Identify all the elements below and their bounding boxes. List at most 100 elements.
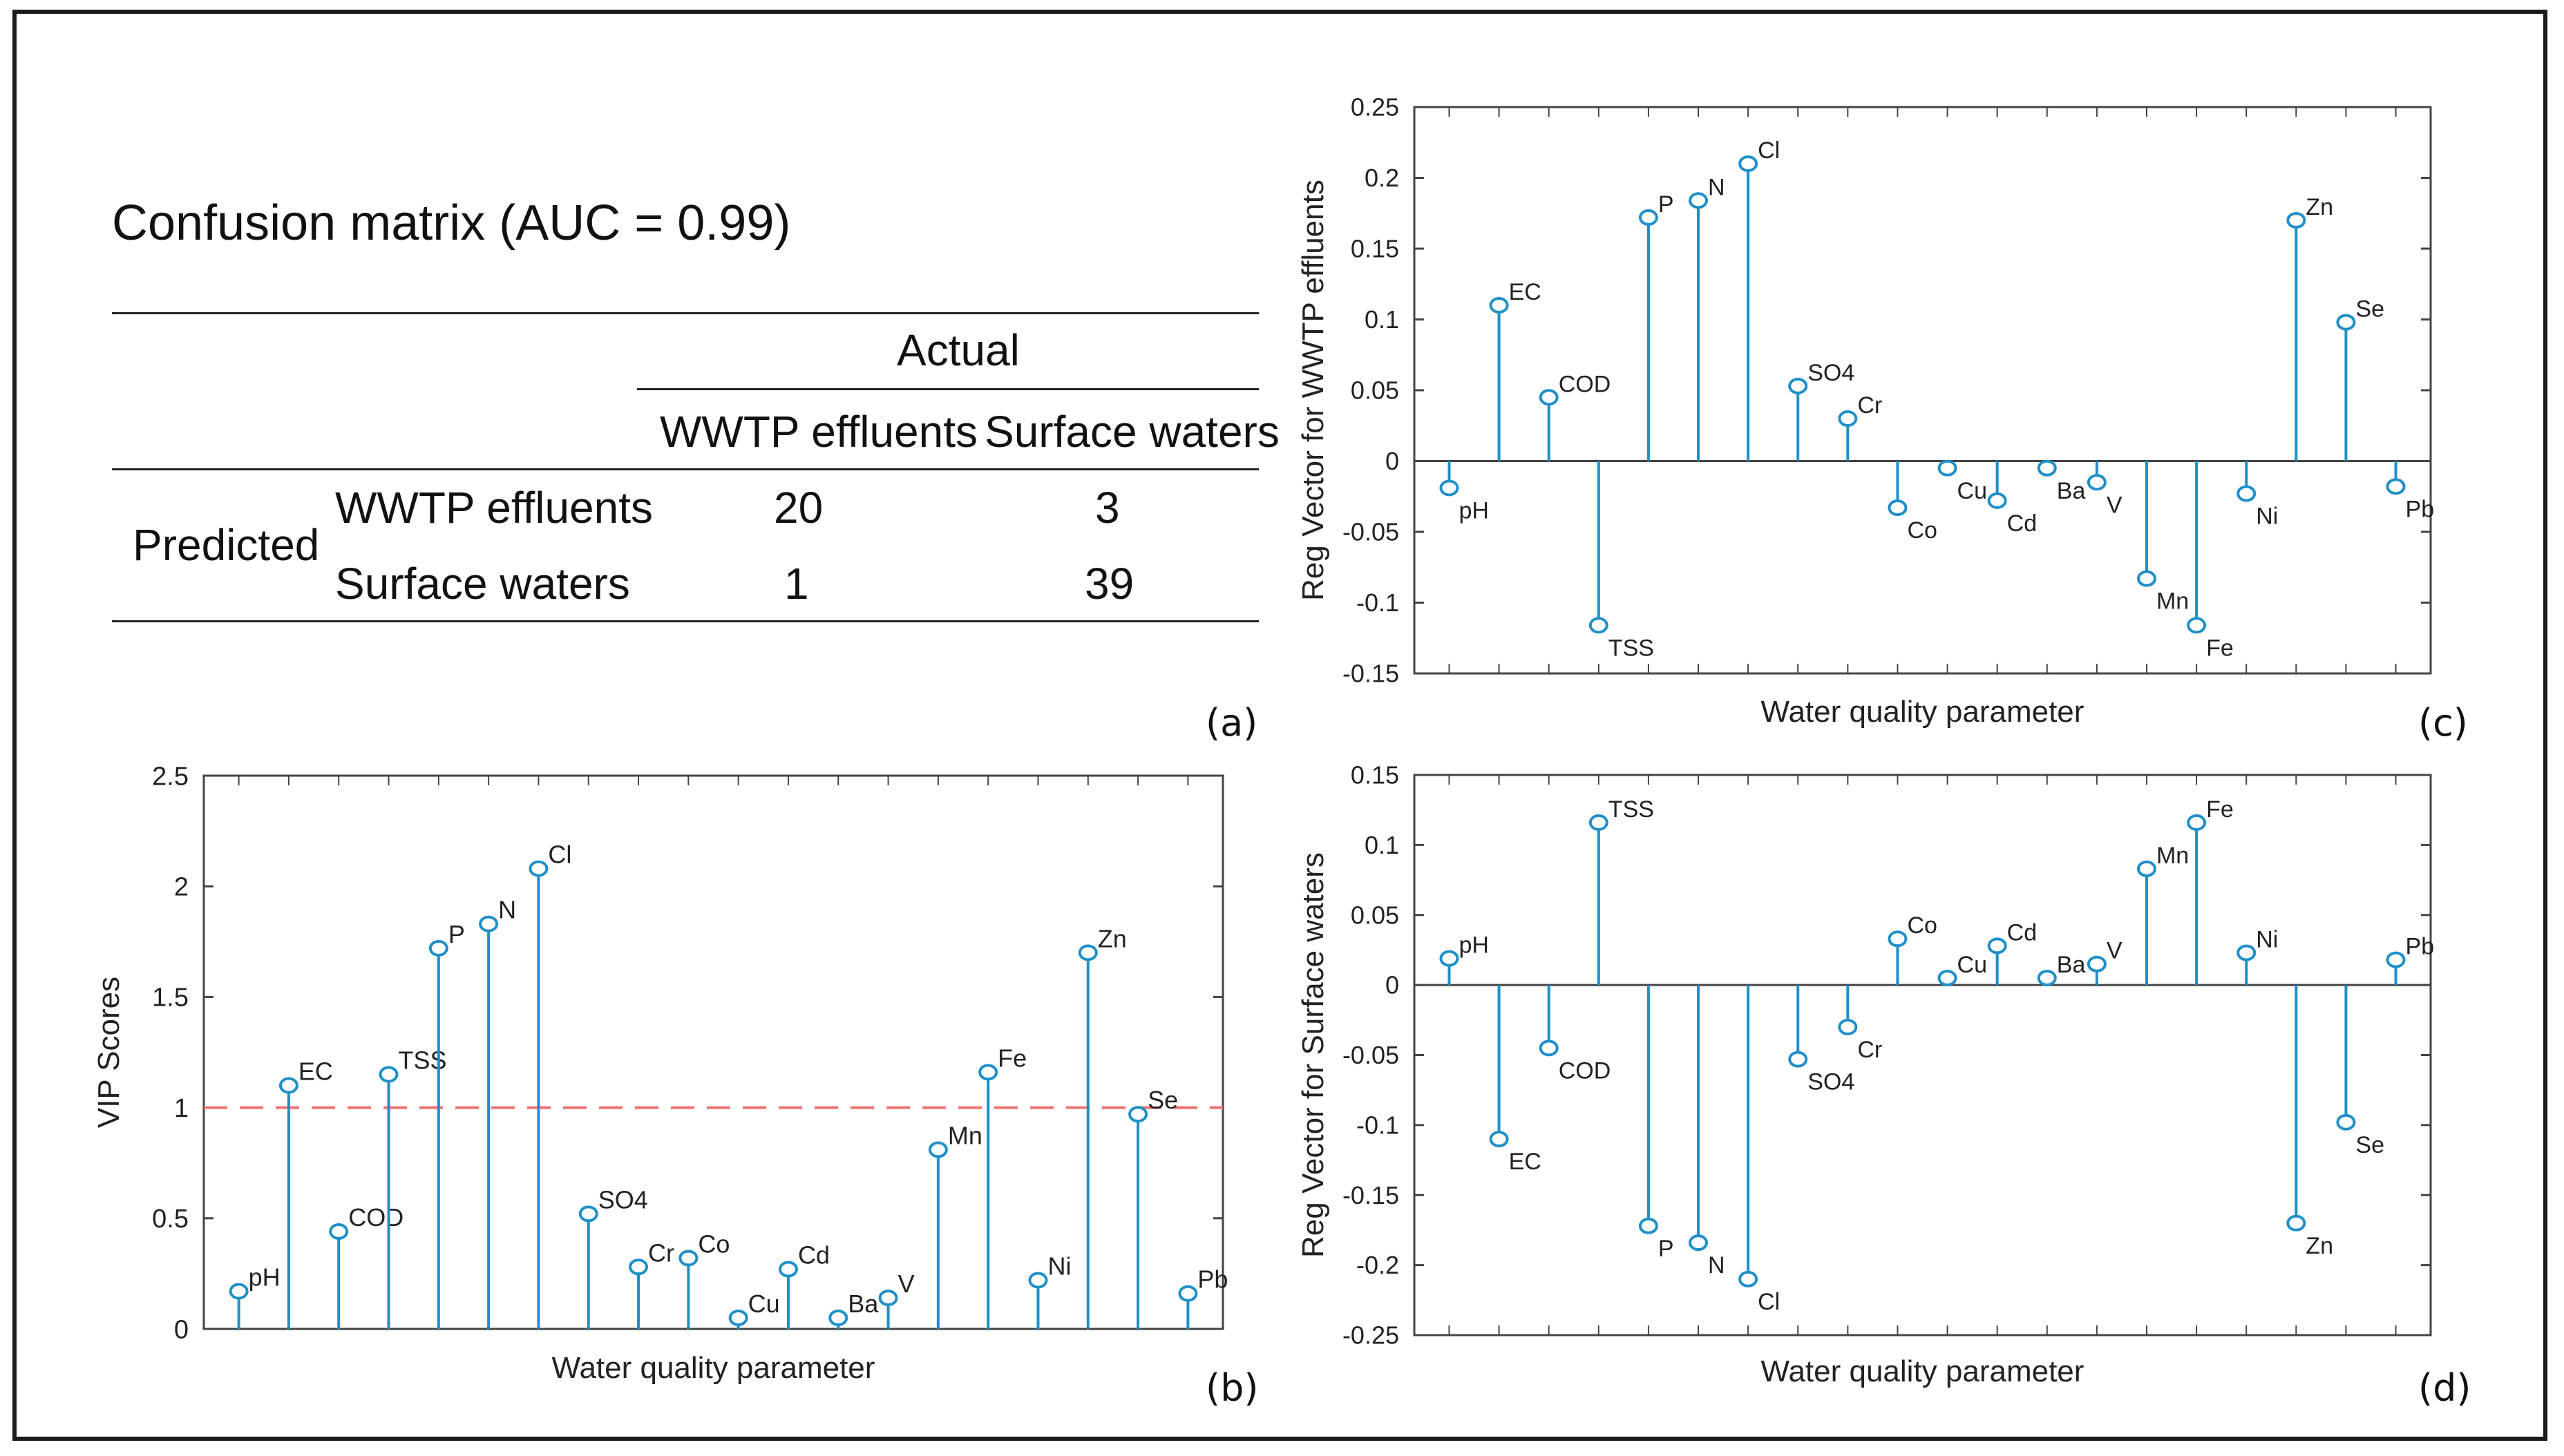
reg-wwtp-point-label-Mn: Mn <box>2156 588 2189 615</box>
reg-surface-point-label-Cd: Cd <box>2007 919 2037 946</box>
reg-wwtp-point-label-Cr: Cr <box>1857 392 1882 419</box>
vip-marker-Cd <box>778 1261 798 1278</box>
reg-surface-point-label-Pb: Pb <box>2406 934 2435 960</box>
reg-surface-point-label-Ba: Ba <box>2057 952 2086 978</box>
panel-label-a: (a) <box>1206 701 1258 745</box>
actual-rule <box>637 388 1259 390</box>
reg-surface-point-label-TSS: TSS <box>1608 796 1654 823</box>
reg-surface-point-label-pH: pH <box>1459 932 1488 959</box>
reg-surface-ytick-label: 0.05 <box>1351 901 1399 929</box>
reg-wwtp-point-label-EC: EC <box>1509 279 1541 305</box>
vip-y-axis-label: VIP Scores <box>92 977 126 1128</box>
vip-marker-Cl <box>529 860 549 877</box>
reg-surface-marker-Mn <box>2136 860 2156 877</box>
reg-wwtp-ytick-label: 0.25 <box>1351 93 1399 122</box>
reg-surface-marker-Pb <box>2386 951 2406 968</box>
table-bottom-rule <box>112 620 1259 622</box>
reg-wwtp-marker-N <box>1689 192 1709 209</box>
reg-surface-point-label-Se: Se <box>2355 1132 2384 1158</box>
reg-wwtp-point-label-Zn: Zn <box>2306 194 2333 220</box>
reg-wwtp-ytick-label: 0 <box>1385 447 1399 475</box>
reg-surface-marker-SO4 <box>1788 1051 1808 1068</box>
vip-axes-box <box>202 774 1224 1330</box>
vip-point-label-Ba: Ba <box>848 1290 879 1318</box>
reg-wwtp-point-label-Ni: Ni <box>2256 504 2278 530</box>
panel-label-c: (c) <box>2418 701 2468 745</box>
reg-surface-marker-Cd <box>1987 937 2007 955</box>
reg-wwtp-point-label-SO4: SO4 <box>1807 360 1854 386</box>
vip-marker-Mn <box>928 1141 948 1158</box>
vip-point-label-P: P <box>448 920 465 948</box>
reg-wwtp-point-label-Pb: Pb <box>2406 496 2435 522</box>
vip-point-label-Se: Se <box>1148 1086 1178 1114</box>
reg-surface-marker-COD <box>1539 1040 1559 1057</box>
vip-point-label-pH: pH <box>249 1263 281 1292</box>
actual-header: Actual <box>897 325 1020 375</box>
reg-surface-point-label-P: P <box>1658 1236 1674 1262</box>
reg-wwtp-point-label-TSS: TSS <box>1608 635 1654 661</box>
table-top-rule <box>112 312 1259 314</box>
reg-surface-marker-Cu <box>1937 969 1957 986</box>
reg-wwtp-ytick-label: -0.1 <box>1356 588 1399 617</box>
vip-marker-SO4 <box>578 1205 598 1223</box>
reg-wwtp-point-label-Co: Co <box>1907 517 1937 544</box>
reg-surface-marker-Ni <box>2237 944 2257 961</box>
vip-marker-EC <box>278 1077 298 1094</box>
reg-wwtp-marker-Cl <box>1738 155 1758 172</box>
reg-surface-marker-V <box>2087 955 2107 973</box>
vip-point-label-Cr: Cr <box>648 1238 674 1267</box>
reg-wwtp-ytick-label: 0.2 <box>1365 164 1399 192</box>
vip-point-label-Ni: Ni <box>1047 1252 1071 1281</box>
reg-surface-marker-EC <box>1489 1131 1509 1148</box>
cell-surface-wwtp: 1 <box>784 559 809 609</box>
reg-wwtp-marker-Co <box>1888 499 1908 517</box>
reg-wwtp-ytick-label: 0.15 <box>1351 235 1399 263</box>
vip-point-label-Zn: Zn <box>1098 924 1127 952</box>
reg-surface-axes-box <box>1413 774 2432 1337</box>
reg-surface-marker-Zn <box>2286 1214 2306 1232</box>
reg-surface-marker-Fe <box>2187 814 2207 831</box>
reg-wwtp-marker-P <box>1638 209 1658 226</box>
vip-marker-Cu <box>728 1309 748 1326</box>
reg-wwtp-marker-Mn <box>2136 570 2156 587</box>
vip-point-label-Pb: Pb <box>1197 1265 1228 1294</box>
reg-surface-point-label-COD: COD <box>1559 1057 1611 1084</box>
vip-marker-Zn <box>1078 944 1098 961</box>
vip-marker-N <box>479 915 499 932</box>
vip-marker-V <box>878 1290 898 1307</box>
panel-label-d: (d) <box>2418 1366 2471 1410</box>
vip-x-axis-label: Water quality parameter <box>552 1351 875 1385</box>
reg-wwtp-marker-COD <box>1539 389 1559 406</box>
cell-wwtp-wwtp: 20 <box>774 483 824 533</box>
reg-surface-point-label-Co: Co <box>1907 912 1937 939</box>
reg-surface-point-label-Mn: Mn <box>2156 843 2189 869</box>
reg-wwtp-point-label-Cu: Cu <box>1957 478 1987 504</box>
reg-surface-point-label-Cr: Cr <box>1857 1037 1882 1063</box>
vip-ytick-label: 2 <box>174 873 189 902</box>
reg-wwtp-point-label-V: V <box>2107 492 2123 518</box>
vip-ytick-label: 1 <box>174 1094 189 1123</box>
vip-marker-Co <box>678 1249 699 1267</box>
vip-marker-Ba <box>828 1309 848 1326</box>
reg-wwtp-point-label-P: P <box>1658 191 1674 218</box>
reg-surface-marker-Cl <box>1738 1270 1758 1287</box>
reg-surface-marker-Se <box>2336 1113 2356 1131</box>
row-header-surface: Surface waters <box>335 559 630 609</box>
reg-wwtp-marker-SO4 <box>1788 377 1808 394</box>
vip-marker-Ni <box>1028 1272 1048 1289</box>
vip-marker-TSS <box>379 1066 399 1083</box>
vip-point-label-Cd: Cd <box>798 1241 830 1269</box>
vip-marker-Cr <box>629 1258 649 1276</box>
vip-marker-Se <box>1128 1106 1148 1123</box>
vip-ytick-label: 0 <box>174 1315 189 1344</box>
reg-surface-marker-pH <box>1439 950 1459 967</box>
reg-surface-point-label-Fe: Fe <box>2206 796 2234 823</box>
reg-wwtp-marker-TSS <box>1588 617 1608 634</box>
predicted-label: Predicted <box>133 520 320 570</box>
vip-point-label-EC: EC <box>298 1057 333 1086</box>
reg-surface-marker-TSS <box>1588 814 1608 831</box>
vip-marker-P <box>428 939 448 957</box>
vip-point-label-SO4: SO4 <box>598 1185 648 1214</box>
reg-wwtp-ytick-label: -0.05 <box>1342 518 1399 546</box>
